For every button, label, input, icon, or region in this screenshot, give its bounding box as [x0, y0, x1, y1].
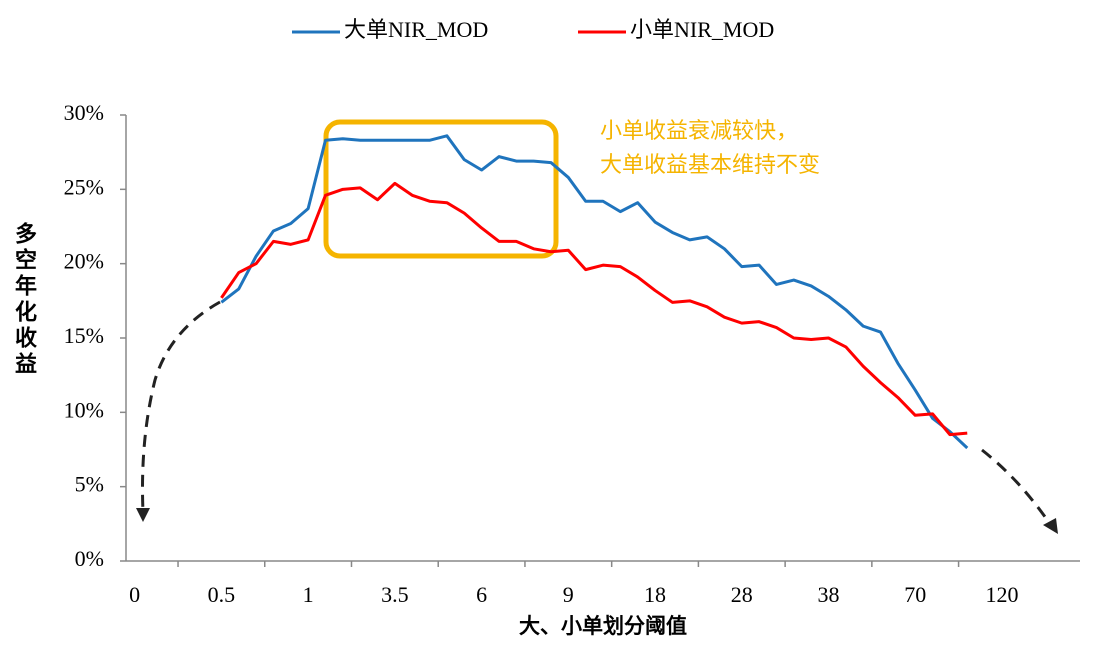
arrow-right — [981, 448, 1052, 525]
y-tick-label: 5% — [75, 472, 104, 497]
y-tick-label: 0% — [75, 546, 104, 571]
legend-label: 小单NIR_MOD — [630, 17, 774, 42]
annotation: 小单收益衰减较快， — [600, 118, 798, 143]
x-tick-label: 0.5 — [208, 582, 236, 607]
x-tick-label: 120 — [985, 582, 1018, 607]
x-tick-label: 18 — [644, 582, 666, 607]
annotation: 大单收益基本维持不变 — [600, 152, 820, 177]
series-line — [220, 134, 969, 450]
y-tick-label: 15% — [64, 323, 104, 348]
x-tick-label: 0 — [129, 582, 140, 607]
arrowhead-left — [136, 508, 150, 522]
x-tick-label: 38 — [817, 582, 839, 607]
x-tick-label: 3.5 — [381, 582, 409, 607]
legend-label: 大单NIR_MOD — [344, 17, 488, 42]
y-tick-label: 20% — [64, 249, 104, 274]
series-line — [220, 181, 968, 437]
x-axis-label: 大、小单划分阈值 — [519, 614, 687, 638]
highlight-box — [323, 119, 559, 259]
x-tick-label: 1 — [303, 582, 314, 607]
arrow-left — [141, 300, 221, 513]
y-tick-label: 30% — [64, 100, 104, 125]
x-tick-label: 28 — [731, 582, 753, 607]
y-tick-label: 25% — [64, 174, 104, 199]
x-tick-label: 6 — [476, 582, 487, 607]
arrowhead-right — [1043, 518, 1058, 534]
x-tick-label: 70 — [904, 582, 926, 607]
y-axis-label: 多空年化收益 — [12, 221, 37, 378]
x-tick-label: 9 — [563, 582, 574, 607]
y-tick-label: 10% — [64, 397, 104, 422]
